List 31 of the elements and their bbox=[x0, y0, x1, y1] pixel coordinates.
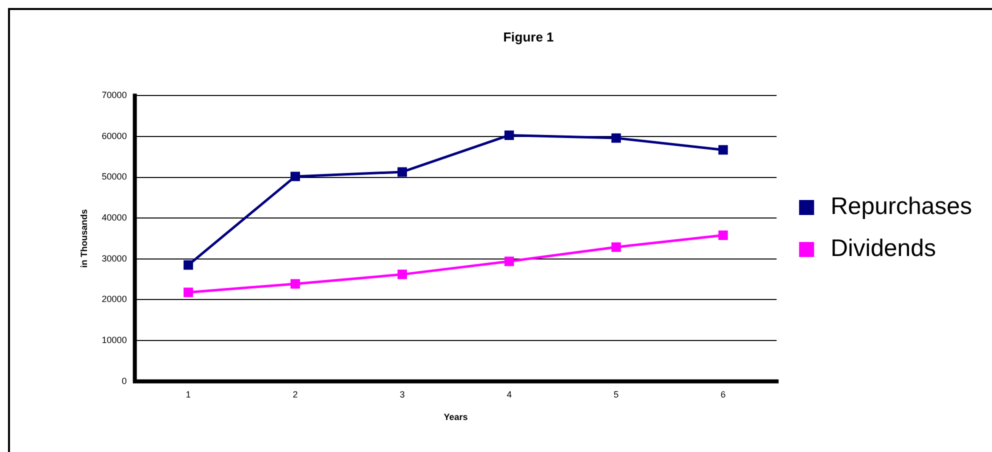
point bbox=[184, 260, 194, 270]
point bbox=[611, 242, 621, 252]
x-tick-label: 1 bbox=[186, 389, 191, 400]
x-tick-label: 6 bbox=[720, 389, 726, 400]
y-tick-label: 70000 bbox=[102, 90, 127, 100]
y-tick-label: 0 bbox=[122, 376, 127, 386]
x-axis-title: Years bbox=[444, 412, 468, 422]
chart-title: Figure 1 bbox=[503, 29, 554, 44]
legend-label: Dividends bbox=[830, 235, 936, 262]
y-tick-label: 30000 bbox=[102, 253, 127, 264]
y-axis-title: in Thousands bbox=[78, 209, 89, 268]
point bbox=[504, 130, 514, 140]
point bbox=[718, 230, 728, 240]
y-tick-label: 10000 bbox=[102, 335, 127, 346]
y-tick-label: 60000 bbox=[102, 130, 127, 141]
x-tick-label: 4 bbox=[506, 389, 512, 400]
point bbox=[290, 279, 300, 289]
point bbox=[397, 270, 407, 280]
y-tick-label: 20000 bbox=[102, 294, 127, 304]
x-tick-label: 3 bbox=[400, 389, 405, 400]
point bbox=[290, 172, 300, 182]
point bbox=[504, 256, 514, 266]
x-tick-label: 5 bbox=[614, 389, 619, 400]
point bbox=[184, 288, 194, 298]
legend-label: Repurchases bbox=[830, 193, 972, 220]
point bbox=[397, 167, 407, 177]
point bbox=[611, 133, 621, 143]
y-tick-label: 50000 bbox=[102, 172, 127, 182]
x-tick-label: 2 bbox=[292, 389, 298, 400]
point bbox=[718, 145, 728, 155]
y-tick-label: 40000 bbox=[102, 212, 127, 223]
